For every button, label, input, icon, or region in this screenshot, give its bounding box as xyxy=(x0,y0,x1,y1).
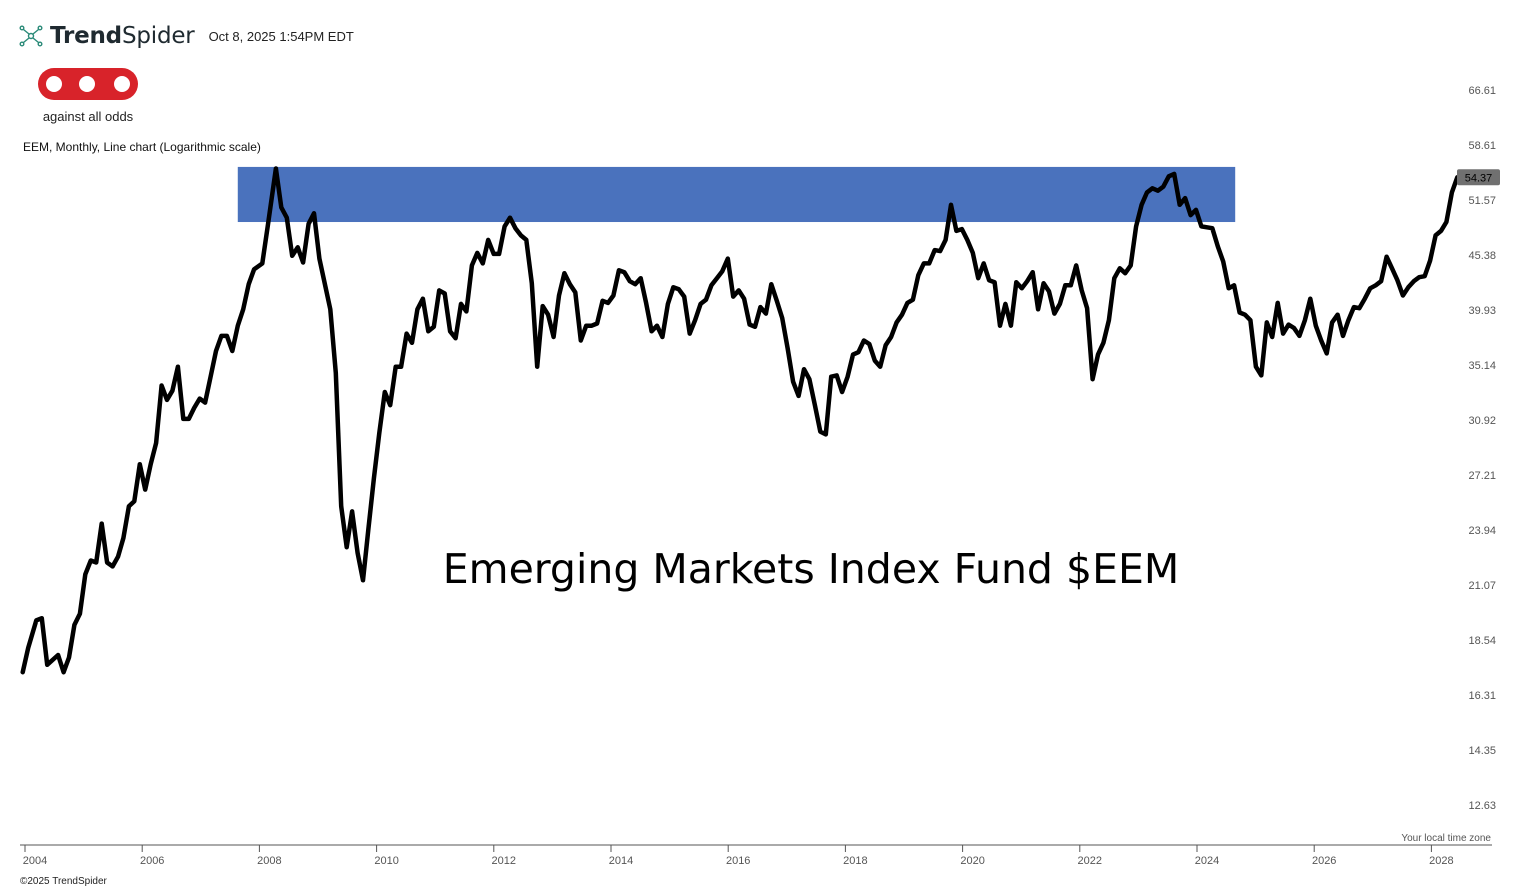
last-price-badge xyxy=(1457,169,1500,186)
x-tick-label: 2016 xyxy=(726,855,750,867)
last-price-label: 54.37 xyxy=(1465,172,1493,184)
y-tick-label: 66.61 xyxy=(1468,85,1496,97)
y-tick-label: 27.21 xyxy=(1468,470,1496,482)
y-tick-label: 51.57 xyxy=(1468,195,1496,207)
y-tick-label: 16.31 xyxy=(1468,690,1496,702)
x-tick-label: 2022 xyxy=(1078,855,1102,867)
chart-title: Emerging Markets Index Fund $EEM xyxy=(443,545,1180,593)
y-tick-label: 39.93 xyxy=(1468,305,1496,317)
brand-name: TrendSpider xyxy=(50,23,195,49)
x-tick-label: 2010 xyxy=(374,855,398,867)
y-tick-label: 21.07 xyxy=(1468,580,1496,592)
x-tick-label: 2024 xyxy=(1195,855,1219,867)
y-tick-label: 35.14 xyxy=(1468,360,1496,372)
x-tick-label: 2014 xyxy=(609,855,633,867)
timezone-note: Your local time zone xyxy=(1401,833,1491,844)
y-tick-label: 45.38 xyxy=(1468,250,1496,262)
x-tick-label: 2018 xyxy=(843,855,867,867)
x-tick-label: 2006 xyxy=(140,855,164,867)
y-tick-label: 23.94 xyxy=(1468,525,1496,537)
y-tick-label: 18.54 xyxy=(1468,635,1496,647)
x-tick-label: 2020 xyxy=(960,855,984,867)
header: TrendSpider Oct 8, 2025 1:54PM EDT xyxy=(18,20,354,52)
chart-subtitle: EEM, Monthly, Line chart (Logarithmic sc… xyxy=(23,140,261,154)
resistance-zone[interactable] xyxy=(237,166,1236,223)
x-tick-label: 2026 xyxy=(1312,855,1336,867)
x-tick-label: 2028 xyxy=(1429,855,1453,867)
copyright: ©2025 TrendSpider xyxy=(20,876,107,887)
timestamp: Oct 8, 2025 1:54PM EDT xyxy=(208,28,354,44)
y-tick-label: 14.35 xyxy=(1468,745,1496,757)
y-tick-label: 12.63 xyxy=(1468,800,1496,812)
aao-logo-icon xyxy=(38,68,138,100)
logo-text: against all odds xyxy=(42,109,134,124)
aao-logo: against all odds xyxy=(36,66,140,124)
trendspider-logo-icon xyxy=(19,25,43,47)
y-tick-label: 58.61 xyxy=(1468,140,1496,152)
x-tick-label: 2008 xyxy=(257,855,281,867)
x-tick-label: 2004 xyxy=(23,855,47,867)
y-tick-label: 30.92 xyxy=(1468,415,1496,427)
price-line[interactable] xyxy=(20,166,1460,675)
x-tick-label: 2012 xyxy=(492,855,516,867)
